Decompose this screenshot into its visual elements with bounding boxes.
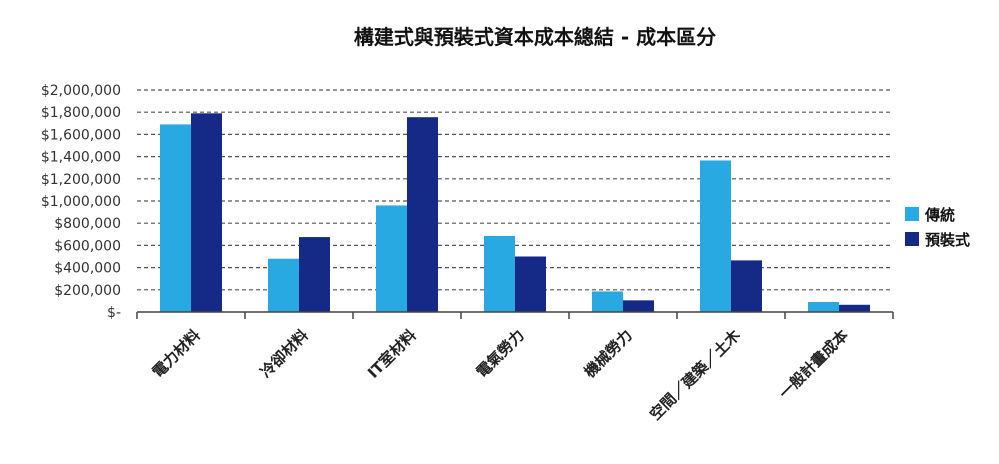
bar-prefab (299, 237, 330, 312)
bar-traditional (592, 291, 623, 312)
chart-title: 構建式與預裝式資本成本總結 - 成本區分 (354, 25, 716, 49)
y-tick-label: $1,400,000 (41, 150, 121, 166)
y-tick-label: $- (107, 305, 121, 321)
legend-swatch (905, 207, 919, 221)
y-tick-label: $2,000,000 (41, 83, 121, 99)
y-tick-label: $1,200,000 (41, 172, 121, 188)
y-tick-label: $1,800,000 (41, 105, 121, 121)
y-tick-label: $1,000,000 (41, 194, 121, 210)
bar-prefab (407, 117, 438, 312)
y-axis-ticks: $- $200,000 $400,000 $600,000 $800,000 $1,000… (41, 83, 121, 321)
legend-label: 預裝式 (925, 231, 970, 249)
y-tick-label: $400,000 (54, 261, 121, 277)
bar-prefab (515, 256, 546, 312)
bar-prefab (839, 304, 870, 312)
x-category-label: 空間／建築／土木 (646, 325, 744, 423)
gridlines (137, 89, 893, 291)
bar-traditional (808, 302, 839, 312)
bar-traditional (376, 205, 407, 312)
bar-traditional (268, 258, 299, 312)
x-category-label: 機械勞力 (581, 326, 636, 381)
x-category-label: 電氣勞力 (473, 326, 528, 381)
x-category-label: IT室材料 (364, 326, 420, 382)
y-tick-label: $1,600,000 (41, 127, 121, 143)
y-tick-label: $600,000 (54, 238, 121, 254)
legend-swatch (905, 232, 919, 246)
bar-traditional (160, 124, 191, 312)
x-axis-labels: 電力材料 冷卻材料 IT室材料 電氣勞力 機械勞力 空間／建築／土木 一般計畫成本 (149, 325, 852, 423)
x-axis (136, 311, 894, 319)
bars (160, 113, 870, 312)
y-tick-label: $200,000 (54, 283, 121, 299)
bar-traditional (484, 235, 515, 312)
bar-prefab (731, 260, 762, 312)
x-category-label: 一般計畫成本 (775, 326, 851, 402)
bar-prefab (623, 300, 654, 312)
y-tick-label: $800,000 (54, 216, 121, 232)
x-category-label: 冷卻材料 (257, 326, 312, 381)
bar-traditional (700, 160, 731, 312)
x-category-label: 電力材料 (149, 326, 204, 381)
legend-label: 傳統 (924, 206, 955, 224)
bar-prefab (191, 113, 222, 312)
